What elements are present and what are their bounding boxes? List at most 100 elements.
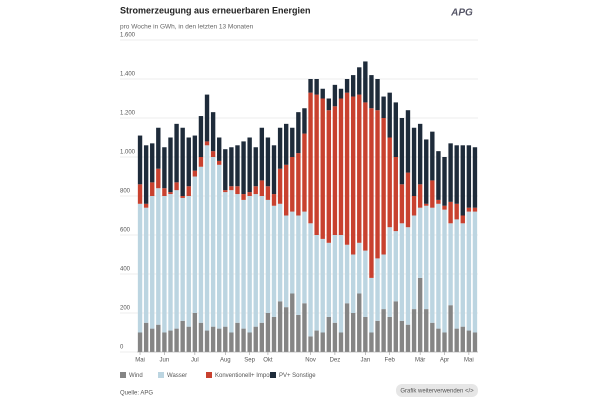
bar-segment (229, 190, 234, 333)
bar-segment (357, 242, 362, 294)
bar-segment (472, 147, 478, 208)
bar-segment (472, 211, 478, 333)
bar-segment (405, 227, 411, 325)
bar-segment (162, 332, 167, 352)
bar-segment (217, 328, 222, 352)
bar-segment (217, 164, 222, 329)
bar-segment (143, 207, 149, 323)
bar-segment (375, 79, 380, 111)
bar-segment (436, 203, 441, 329)
bar-segment (424, 205, 429, 310)
bar-segment (381, 254, 386, 310)
bar-segment (387, 316, 392, 352)
bar-segment (217, 160, 222, 165)
bar-segment (363, 61, 368, 103)
bar-segment (344, 244, 350, 304)
bar-segment (137, 135, 143, 185)
bar-segment (290, 293, 295, 352)
bar-segment (442, 209, 447, 333)
bar-segment (259, 180, 265, 196)
bar-segment (314, 330, 319, 352)
bar-segment (277, 301, 283, 352)
bar-segment (375, 110, 380, 259)
bar-segment (387, 92, 392, 138)
bar-segment (411, 215, 417, 310)
bar-segment (168, 330, 173, 352)
bar-segment (253, 326, 258, 352)
bar-segment (247, 332, 252, 352)
bar-segment (454, 145, 459, 204)
bar-segment (223, 192, 228, 327)
bar-segment (314, 94, 319, 235)
bar-segment (150, 328, 155, 352)
bar-segment (265, 186, 271, 200)
bar-segment (137, 332, 143, 352)
bar-segment (411, 127, 417, 196)
bar-segment (357, 67, 362, 95)
bar-segment (271, 205, 277, 317)
bar-segment (150, 143, 155, 183)
bar-segment (241, 141, 246, 195)
bar-segment (186, 186, 191, 196)
bar-segment (253, 147, 258, 187)
bar-segment (223, 190, 228, 193)
bar-segment (393, 102, 398, 157)
bar-segment (466, 330, 472, 352)
bar-segment (210, 326, 216, 352)
bar-segment (472, 332, 478, 352)
bar-segment (283, 123, 289, 165)
bar-segment (454, 328, 459, 352)
bar-segment (265, 137, 271, 187)
bar-segment (417, 123, 423, 185)
x-tick-label: Nov (305, 358, 316, 364)
bar-segment (302, 108, 307, 134)
share-button-label[interactable]: Grafik weiterverwenden </> (400, 389, 474, 395)
bar-segment (417, 277, 423, 352)
bar-segment (168, 194, 173, 331)
bar-segment (180, 197, 185, 321)
bar-segment (399, 223, 405, 321)
bar-segment (320, 88, 325, 99)
bar-segment (174, 182, 179, 191)
bar-segment (393, 157, 398, 232)
bar-segment (387, 137, 392, 228)
bar-segment (460, 326, 465, 352)
y-tick-label: 400 (120, 267, 131, 273)
x-tick-label: Feb (385, 358, 396, 364)
bar-segment (424, 139, 429, 204)
bar-segment (210, 112, 216, 152)
bar-segment (290, 127, 295, 157)
x-tick-label: Aug (220, 358, 231, 364)
bar-segment (466, 211, 472, 331)
bar-segment (405, 110, 411, 173)
legend-label: Wasser (167, 373, 187, 379)
bar-segment (198, 157, 204, 167)
bar-segment (430, 322, 435, 352)
bar-segment (393, 231, 398, 302)
bar-segment (338, 98, 344, 235)
bar-segment (460, 215, 465, 224)
bar-segment (156, 188, 161, 325)
bar-segment (259, 196, 265, 323)
bar-segment (344, 79, 350, 93)
share-button[interactable] (396, 384, 478, 397)
bar-segment (265, 313, 271, 352)
bar-segment (223, 326, 228, 352)
bar-segment (363, 250, 368, 317)
x-tick-label: Dez (330, 358, 341, 364)
bar-segment (271, 145, 277, 195)
bar-segment (350, 254, 356, 313)
bar-segment (399, 184, 405, 224)
bar-segment (430, 207, 435, 323)
x-tick-label: Jan (361, 358, 371, 364)
legend-label: PV+ Sonstige (279, 373, 316, 379)
bar-segment (381, 96, 386, 118)
bar-segment (308, 92, 313, 224)
bar-segment (204, 94, 210, 142)
x-tick-label: Mai (135, 358, 145, 364)
x-tick-label: Apr (440, 358, 449, 364)
bar-segment (357, 94, 362, 243)
y-tick-label: 1.400 (120, 72, 136, 78)
bar-segment (308, 223, 313, 337)
bar-segment (436, 151, 441, 200)
